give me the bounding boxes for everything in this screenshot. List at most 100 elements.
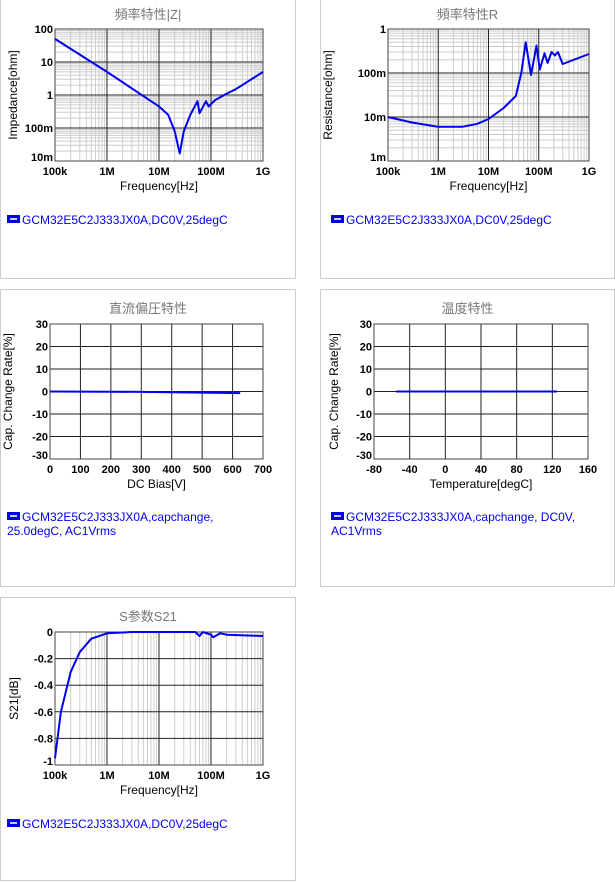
y-tick-label: -20 bbox=[32, 432, 48, 444]
y-tick-label: 10m bbox=[31, 152, 53, 164]
x-tick-label: 160 bbox=[579, 464, 597, 476]
x-tick-label: -80 bbox=[366, 464, 382, 476]
x-axis-label: Frequency[Hz] bbox=[449, 179, 527, 193]
legend-item[interactable]: GCM32E5C2J333JX0A,DC0V,25degC bbox=[7, 817, 287, 831]
plot-frame bbox=[54, 28, 264, 162]
x-tick-label: 1M bbox=[431, 166, 446, 178]
y-axis-label: S21[dB] bbox=[7, 677, 21, 720]
legend-swatch-icon bbox=[7, 819, 20, 827]
x-tick-label: 400 bbox=[163, 464, 181, 476]
y-tick-label: 20 bbox=[36, 342, 48, 354]
x-tick-label: 700 bbox=[254, 464, 272, 476]
y-tick-label: -0.4 bbox=[34, 680, 54, 692]
legend-swatch-icon bbox=[331, 215, 344, 223]
chart-title: S参数S21 bbox=[119, 609, 177, 624]
y-axis-label: Impedance[ohm] bbox=[6, 50, 20, 139]
x-axis-label: Frequency[Hz] bbox=[120, 179, 198, 193]
x-tick-label: 200 bbox=[102, 464, 120, 476]
legend-swatch-icon bbox=[331, 512, 344, 520]
legend-item[interactable]: GCM32E5C2J333JX0A,capchange, DC0V, AC1Vr… bbox=[331, 510, 601, 538]
x-tick-label: -40 bbox=[402, 464, 418, 476]
chart-svg: 100k 1M 10M 100M 1G 1m 10m 100m 1 Frequency[Hz] Re… bbox=[321, 24, 597, 193]
chart-title: 頻率特性|Z| bbox=[114, 7, 182, 22]
x-tick-label: 1G bbox=[256, 166, 271, 178]
x-tick-label: 0 bbox=[47, 464, 53, 476]
x-tick-label: 80 bbox=[511, 464, 523, 476]
x-tick-label: 100 bbox=[71, 464, 89, 476]
chart-panel-impedance: 頻率特性|Z| 100k 1M 10M 100M 1G 10m 100m 1 10 100 Frequ… bbox=[0, 0, 296, 279]
y-tick-label: 1m bbox=[370, 152, 386, 164]
x-tick-label: 100k bbox=[376, 166, 401, 178]
chart-svg: 0 100 200 300 400 500 600 700 -30 -20 -10 0 10 20 30 DC… bbox=[1, 319, 272, 491]
y-tick-label: -0.8 bbox=[34, 733, 53, 745]
x-tick-label: 40 bbox=[475, 464, 487, 476]
y-tick-label: 10m bbox=[364, 112, 386, 124]
y-tick-label: 1 bbox=[380, 24, 386, 36]
legend-item[interactable]: GCM32E5C2J333JX0A,DC0V,25degC bbox=[7, 213, 287, 227]
x-tick-label: 500 bbox=[193, 464, 211, 476]
x-tick-label: 100k bbox=[43, 166, 68, 178]
chart-panel-dc-bias: 直流偏圧特性 0 100 200 300 400 500 600 700 -30 -20 -10 0 10… bbox=[0, 289, 296, 587]
x-tick-label: 1G bbox=[256, 770, 271, 782]
y-tick-label: 0 bbox=[366, 387, 372, 399]
plot-frame bbox=[387, 28, 590, 162]
y-tick-label: 0 bbox=[42, 387, 48, 399]
x-axis-label: DC Bias[V] bbox=[127, 477, 186, 491]
y-tick-label: 100m bbox=[358, 68, 386, 80]
series-line bbox=[387, 41, 590, 128]
y-tick-label: 1 bbox=[47, 90, 53, 102]
y-tick-label: 30 bbox=[360, 319, 372, 331]
plot-frame bbox=[373, 323, 589, 460]
x-tick-label: 0 bbox=[442, 464, 448, 476]
legend-label: GCM32E5C2J333JX0A,DC0V,25degC bbox=[346, 213, 552, 227]
x-tick-label: 10M bbox=[148, 166, 169, 178]
legend-item[interactable]: GCM32E5C2J333JX0A,capchange, 25.0degC, A… bbox=[7, 510, 257, 538]
y-tick-label: 0 bbox=[47, 627, 53, 639]
series-line bbox=[54, 38, 264, 155]
x-tick-label: 1M bbox=[99, 770, 114, 782]
y-tick-label: 10 bbox=[360, 364, 372, 376]
y-axis-label: Cap. Change Rate[%] bbox=[1, 333, 15, 450]
x-tick-label: 120 bbox=[543, 464, 561, 476]
y-tick-label: 30 bbox=[36, 319, 48, 331]
series-line bbox=[54, 631, 264, 759]
x-tick-label: 300 bbox=[132, 464, 150, 476]
y-tick-label: -20 bbox=[356, 432, 372, 444]
y-tick-label: 10 bbox=[41, 57, 53, 69]
y-tick-label: -0.6 bbox=[34, 707, 53, 719]
chart-panel-temperature: 温度特性 -80 -40 0 40 80 120 160 -30 -20 -10 0 10 20 30 Tem… bbox=[320, 289, 615, 587]
chart-panel-resistance: 頻率特性R 100k 1M 10M 100M 1G 1m 10m 100m 1 Frequency[… bbox=[320, 0, 615, 279]
y-tick-label: -1 bbox=[43, 756, 53, 768]
x-tick-label: 1G bbox=[582, 166, 597, 178]
chart-svg: 100k 1M 10M 100M 1G -1 -0.8 -0.6 -0.4 -0.2 0 Freque… bbox=[7, 627, 271, 797]
legend-item[interactable]: GCM32E5C2J333JX0A,DC0V,25degC bbox=[331, 213, 611, 227]
x-tick-label: 100M bbox=[525, 166, 553, 178]
chart-panel-s21: S参数S21 100k 1M 10M 100M 1G -1 -0.8 -0.6 -0.4 -0.2 0… bbox=[0, 597, 296, 881]
y-tick-label: -10 bbox=[32, 409, 48, 421]
y-tick-label: 100 bbox=[35, 24, 53, 36]
y-tick-label: 20 bbox=[360, 342, 372, 354]
x-tick-label: 600 bbox=[223, 464, 241, 476]
x-tick-label: 100M bbox=[197, 770, 225, 782]
legend-label: GCM32E5C2J333JX0A,DC0V,25degC bbox=[22, 817, 228, 831]
x-tick-label: 10M bbox=[478, 166, 499, 178]
legend-label: GCM32E5C2J333JX0A,DC0V,25degC bbox=[22, 213, 228, 227]
y-tick-label: -30 bbox=[32, 450, 48, 462]
y-tick-label: 100m bbox=[25, 123, 53, 135]
x-tick-label: 100M bbox=[197, 166, 225, 178]
chart-title: 温度特性 bbox=[441, 301, 494, 316]
x-tick-label: 1M bbox=[99, 166, 114, 178]
chart-svg: 100k 1M 10M 100M 1G 10m 100m 1 10 100 Frequency[Hz… bbox=[6, 24, 271, 193]
x-axis-label: Frequency[Hz] bbox=[120, 783, 198, 797]
y-axis-label: Cap. Change Rate[%] bbox=[327, 333, 341, 450]
y-tick-label: -0.2 bbox=[34, 654, 53, 666]
x-tick-label: 100k bbox=[43, 770, 68, 782]
legend-swatch-icon bbox=[7, 512, 20, 520]
y-tick-label: -30 bbox=[356, 450, 372, 462]
chart-title: 直流偏圧特性 bbox=[108, 301, 187, 316]
legend-label: GCM32E5C2J333JX0A,capchange, DC0V, AC1Vr… bbox=[331, 510, 576, 538]
y-axis-label: Resistance[ohm] bbox=[321, 50, 335, 139]
x-axis-label: Temperature[degC] bbox=[430, 477, 533, 491]
y-tick-label: 10 bbox=[36, 364, 48, 376]
x-tick-label: 10M bbox=[148, 770, 169, 782]
